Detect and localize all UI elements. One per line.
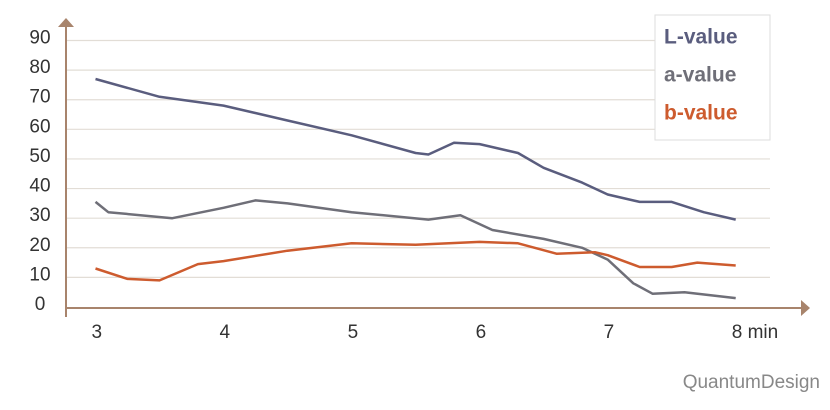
legend-label: a-value — [664, 64, 736, 87]
line-series — [94, 199, 736, 300]
y-tick-label: 10 — [29, 264, 50, 285]
y-tick-label: 80 — [29, 57, 50, 78]
legend-label: L-value — [664, 26, 738, 49]
y-axis-arrow — [58, 18, 74, 27]
x-tick-label: 7 — [604, 322, 615, 343]
x-tick-label: 6 — [476, 322, 487, 343]
y-tick-label: 60 — [29, 116, 50, 137]
x-tick-label: 5 — [348, 322, 359, 343]
watermark: QuantumDesign — [683, 372, 820, 393]
legend-label: b-value — [664, 102, 738, 125]
x-tick-label: 4 — [220, 322, 231, 343]
line-series — [95, 240, 736, 282]
y-tick-label: 70 — [29, 87, 50, 108]
x-tick-label: 8 min — [732, 322, 778, 343]
y-tick-label: 20 — [29, 235, 50, 256]
line-series — [95, 77, 736, 221]
y-tick-label: 50 — [29, 146, 50, 167]
y-tick-label: 0 — [35, 294, 46, 315]
x-tick-label: 3 — [91, 322, 102, 343]
y-tick-label: 90 — [29, 28, 50, 49]
y-tick-label: 40 — [29, 176, 50, 197]
y-tick-label: 30 — [29, 205, 50, 226]
legend-box — [654, 14, 771, 141]
x-axis-arrow — [801, 300, 810, 316]
